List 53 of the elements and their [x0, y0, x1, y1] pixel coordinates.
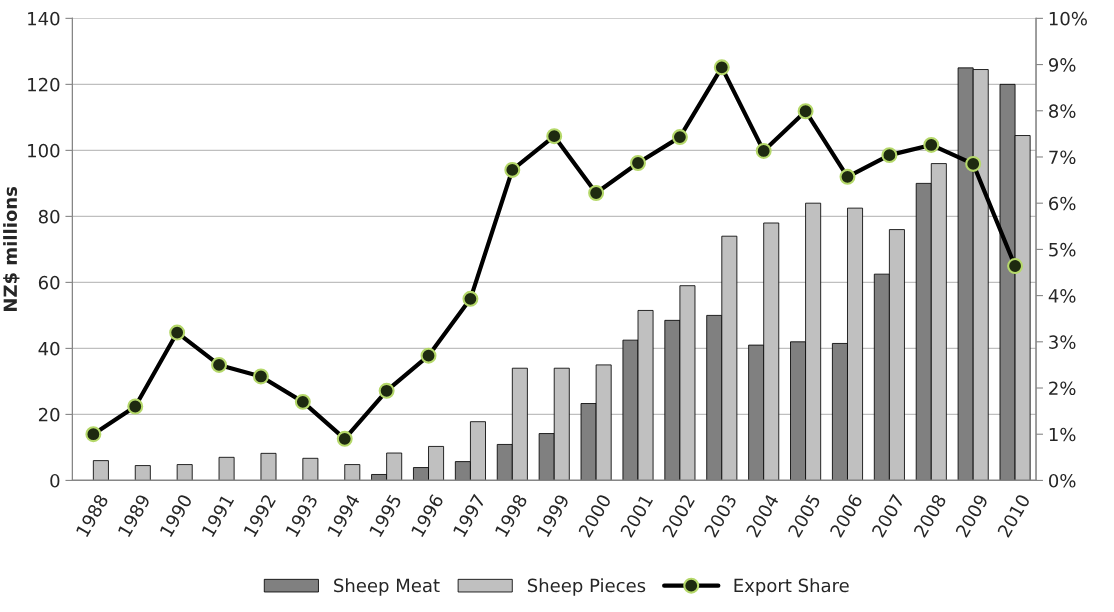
- y-tick-label: 140: [28, 11, 60, 26]
- y2-tick-label: 1%: [1049, 427, 1076, 442]
- y-tick-label: 100: [28, 143, 60, 158]
- bar: [92, 460, 109, 481]
- bar: [176, 464, 193, 481]
- y2-tick-label: 8%: [1049, 104, 1076, 118]
- point: [671, 129, 688, 146]
- point: [1007, 258, 1024, 275]
- point: [546, 128, 563, 145]
- y2-tick-label: 7%: [1049, 150, 1076, 165]
- point: [923, 136, 940, 153]
- y-tick-label: 40: [38, 341, 60, 356]
- point: [211, 356, 228, 373]
- y2-tick-label: 3%: [1049, 335, 1076, 349]
- y-tick-label: 0: [50, 473, 60, 488]
- legend-label: Export Share: [734, 578, 849, 596]
- point: [462, 290, 479, 307]
- point: [294, 393, 311, 410]
- y-axis-title: NZ$ millions: [3, 186, 20, 312]
- point: [588, 185, 605, 201]
- point: [252, 368, 269, 385]
- y2-tick-label: 4%: [1048, 289, 1076, 303]
- point: [713, 59, 730, 76]
- legend-label: Sheep Pieces: [527, 578, 646, 596]
- bar: [134, 465, 151, 481]
- point: [169, 324, 186, 341]
- bar: [302, 457, 319, 481]
- y2-tick-label: 9%: [1048, 58, 1076, 72]
- y2-tick-label: 6%: [1049, 196, 1076, 211]
- point: [336, 430, 353, 447]
- point: [881, 147, 898, 164]
- point: [839, 168, 856, 185]
- point: [965, 155, 982, 172]
- y-tick-label: 60: [38, 275, 60, 290]
- point: [420, 347, 437, 364]
- bar: [218, 456, 235, 481]
- point: [504, 161, 521, 178]
- y2-tick-label: 5%: [1049, 242, 1076, 257]
- point: [797, 103, 814, 120]
- bar: [260, 452, 277, 481]
- point: [630, 155, 646, 171]
- bar: [344, 464, 361, 481]
- point: [85, 426, 102, 443]
- y2-tick-label: 0%: [1049, 473, 1076, 488]
- y2-tick-label: 2%: [1049, 381, 1076, 396]
- y-tick-label: 120: [28, 77, 60, 92]
- point: [378, 382, 395, 399]
- y2-tick-label: 10%: [1049, 11, 1087, 26]
- point: [127, 398, 144, 415]
- legend-label: Sheep Meat: [334, 578, 440, 596]
- point: [755, 142, 772, 159]
- y-tick-label: 20: [38, 407, 60, 422]
- y-tick-label: 80: [38, 209, 60, 224]
